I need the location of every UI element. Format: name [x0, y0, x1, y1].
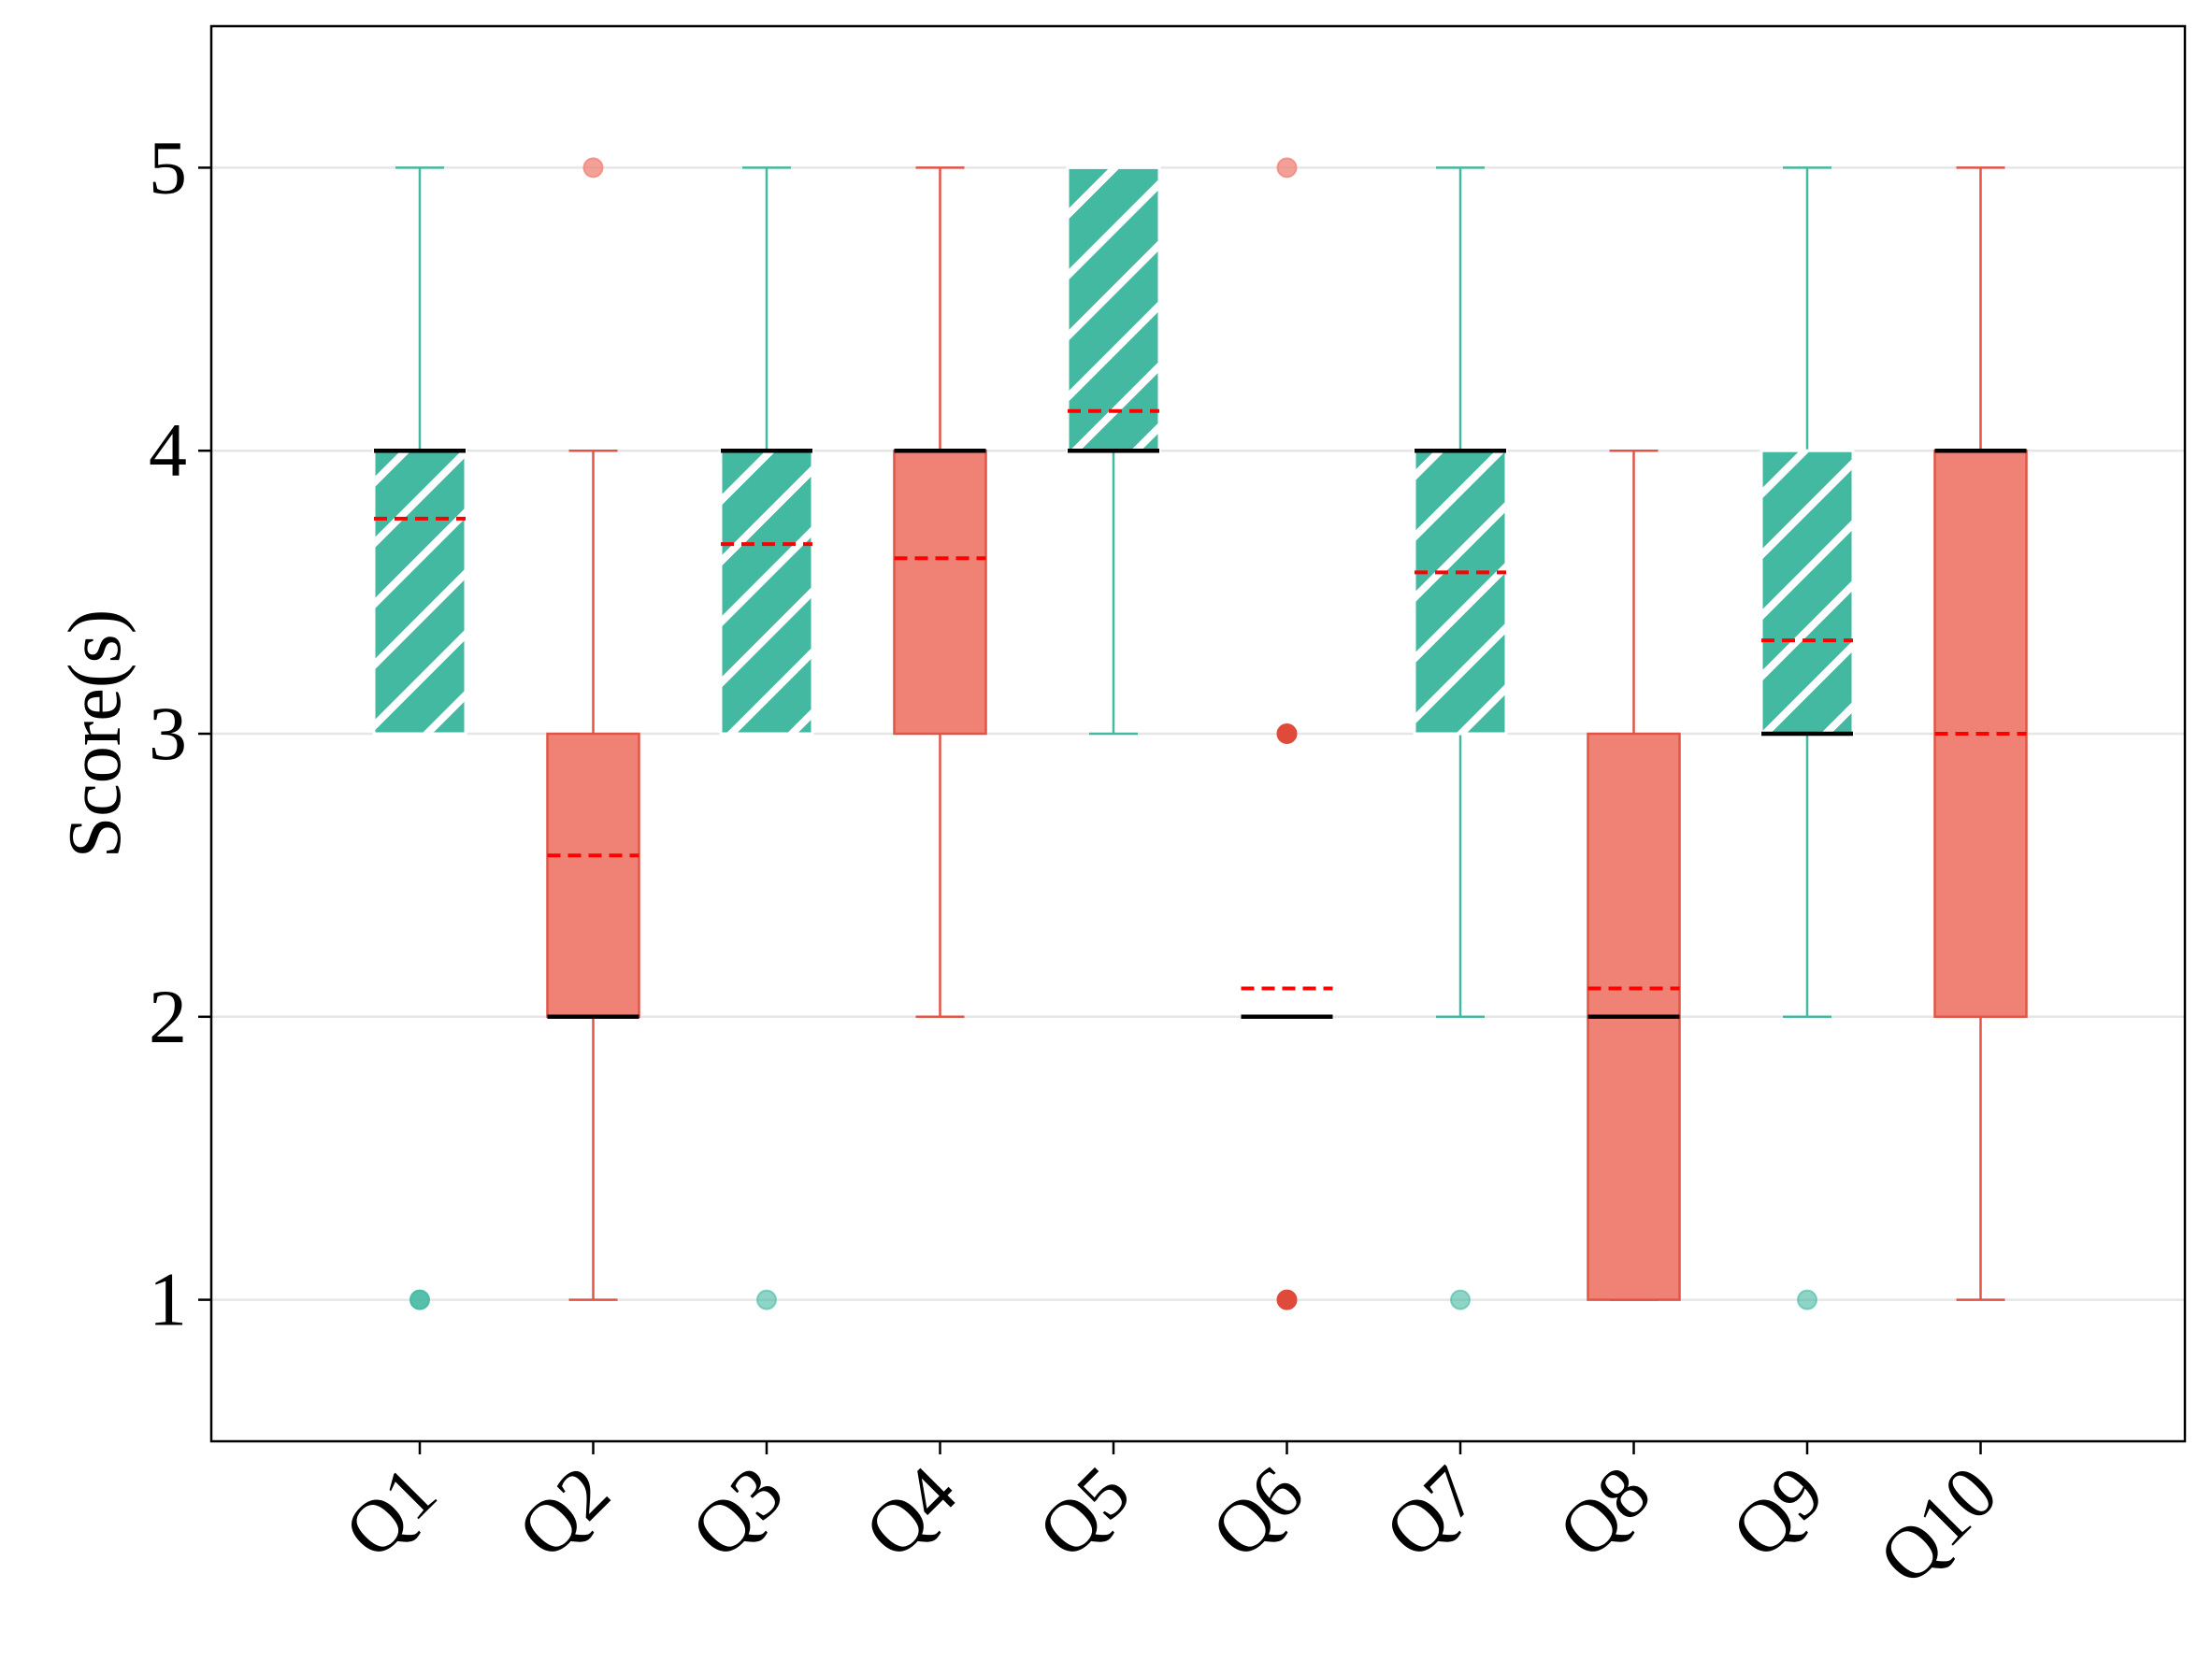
outlier-point [756, 1289, 777, 1310]
y-tick-label-5: 5 [149, 124, 187, 209]
box-body [1413, 449, 1508, 736]
box-body [372, 449, 467, 736]
y-axis-label: Score(s) [54, 609, 136, 859]
box-Q5 [1066, 165, 1161, 736]
outlier-point [1797, 1289, 1817, 1310]
box-Q3 [719, 166, 814, 1310]
y-tick-label-3: 3 [149, 691, 187, 776]
box-Q9 [1760, 166, 1855, 1310]
box-body [719, 449, 814, 736]
outlier-point [1276, 1289, 1298, 1310]
box-Q4 [893, 166, 987, 1019]
outlier-point [1276, 157, 1298, 179]
y-tick-label-1: 1 [149, 1257, 187, 1342]
box-body [1066, 165, 1161, 452]
box-body [893, 449, 987, 736]
x-tick-label-Q9: Q9 [1716, 1452, 1839, 1574]
x-tick-label-Q4: Q4 [850, 1452, 972, 1574]
box-Q2 [546, 157, 640, 1301]
outlier-point [1276, 723, 1298, 744]
box-Q6 [1241, 157, 1333, 1310]
x-tick-label-Q6: Q6 [1197, 1452, 1319, 1574]
y-tick-label-2: 2 [149, 974, 187, 1059]
box-body [546, 732, 640, 1019]
box-Q10 [1933, 166, 2028, 1301]
outlier-point [409, 1289, 430, 1310]
x-tick-label-Q1: Q1 [329, 1452, 452, 1574]
box-Q7 [1413, 166, 1508, 1310]
x-tick-label-Q5: Q5 [1023, 1452, 1145, 1574]
x-tick-label-Q8: Q8 [1544, 1452, 1666, 1574]
outlier-point [1450, 1289, 1471, 1310]
y-tick-label-4: 4 [149, 408, 187, 493]
x-tick-label-Q10: Q10 [1864, 1452, 2014, 1601]
gridlines [211, 166, 2185, 1301]
x-tick-label-Q7: Q7 [1370, 1452, 1492, 1574]
box-body [1760, 449, 1855, 736]
box-Q8 [1587, 449, 1681, 1301]
plot-area [372, 157, 2028, 1310]
x-tick-label-Q3: Q3 [676, 1452, 798, 1574]
x-tick-label-Q2: Q2 [503, 1452, 625, 1574]
outlier-point [582, 157, 604, 179]
box-Q1 [372, 166, 467, 1310]
